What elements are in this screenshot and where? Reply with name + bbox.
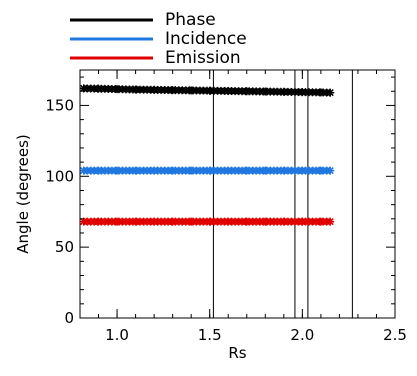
series-incidence <box>79 166 335 175</box>
legend-label-emission: Emission <box>165 48 241 68</box>
data-point <box>205 166 214 175</box>
y-tick-label: 150 <box>45 96 74 114</box>
data-point <box>261 87 270 96</box>
data-point <box>326 88 335 97</box>
legend-label-phase: Phase <box>165 10 216 30</box>
plot-axes: 1.0 1.5 2.0 2.5 0 50 100 150 <box>45 69 407 344</box>
data-point <box>224 166 233 175</box>
data-point <box>205 86 214 95</box>
data-point <box>298 88 307 97</box>
data-point <box>150 166 159 175</box>
data-point <box>326 166 335 175</box>
data-point <box>94 84 103 93</box>
data-point <box>113 217 122 226</box>
series-phase <box>79 84 335 97</box>
x-tick-label: 2.0 <box>290 326 314 344</box>
data-point <box>224 217 233 226</box>
plot-vertical-lines <box>212 70 353 318</box>
data-point <box>79 217 88 226</box>
series-emission <box>79 217 335 226</box>
data-point <box>242 166 251 175</box>
data-point <box>168 217 177 226</box>
data-point <box>94 217 103 226</box>
data-point <box>113 85 122 94</box>
data-point <box>113 166 122 175</box>
data-point <box>298 217 307 226</box>
data-point <box>316 166 325 175</box>
data-point <box>242 87 251 96</box>
data-point <box>205 217 214 226</box>
plot-frame <box>79 69 396 319</box>
plot-series <box>79 84 335 226</box>
y-axis-label: Angle (degrees) <box>14 134 32 254</box>
data-point <box>326 217 335 226</box>
data-point <box>298 166 307 175</box>
data-point <box>261 217 270 226</box>
data-point <box>168 86 177 95</box>
x-axis-label: Rs <box>228 344 246 362</box>
data-point <box>261 166 270 175</box>
y-tick-label: 0 <box>64 309 74 327</box>
data-point <box>187 166 196 175</box>
data-point <box>224 86 233 95</box>
data-point <box>242 217 251 226</box>
y-tick-label: 50 <box>55 238 74 256</box>
data-point <box>131 217 140 226</box>
data-point <box>168 166 177 175</box>
data-point <box>131 85 140 94</box>
data-point <box>187 86 196 95</box>
x-tick-label: 1.5 <box>198 326 222 344</box>
data-point <box>316 88 325 97</box>
data-point <box>187 217 196 226</box>
data-point <box>94 166 103 175</box>
data-point <box>279 87 288 96</box>
data-point <box>279 166 288 175</box>
data-point <box>79 166 88 175</box>
data-point <box>316 217 325 226</box>
data-point <box>150 217 159 226</box>
data-point <box>150 85 159 94</box>
x-tick-label: 2.5 <box>383 326 407 344</box>
data-point <box>279 217 288 226</box>
data-point <box>131 166 140 175</box>
y-tick-label: 100 <box>45 167 74 185</box>
x-tick-label: 1.0 <box>105 326 129 344</box>
legend-label-incidence: Incidence <box>165 29 247 49</box>
